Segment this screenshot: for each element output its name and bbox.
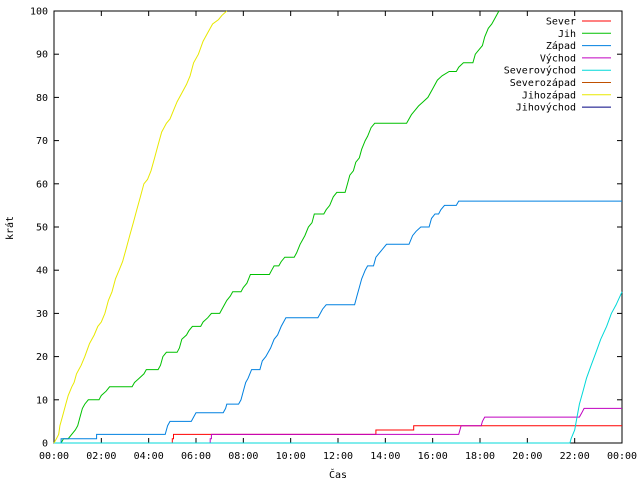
x-tick-label: 06:00 [181, 451, 211, 462]
x-tick-label: 10:00 [276, 451, 306, 462]
legend-label-severozapad: Severozápad [510, 77, 576, 89]
series-line-severovychod [54, 291, 623, 444]
x-tick-label: 22:00 [560, 451, 590, 462]
legend-label-severovychod: Severovýchod [504, 65, 576, 77]
legend-label-jih: Jih [558, 29, 576, 40]
x-tick-label: 12:00 [323, 451, 353, 462]
series-layer [53, 10, 623, 444]
series-line-vychod [54, 407, 622, 444]
series-line-zapad [60, 200, 622, 443]
x-axis-label: Čas [329, 468, 347, 480]
legend: SeverJihZápadVýchodSeverovýchodSeverozáp… [504, 17, 611, 114]
y-axis: 0 10 20 30 40 50 60 70 80 90 100 [30, 7, 622, 450]
x-tick-label: 04:00 [134, 451, 164, 462]
legend-label-jihozapad: Jihozápad [522, 89, 576, 101]
x-tick-label: 20:00 [512, 451, 542, 462]
y-tick-label: 0 [42, 439, 48, 450]
y-axis-label: krát [4, 216, 16, 240]
y-tick-label: 50 [36, 223, 48, 234]
legend-label-jihovychod: Jihovýchod [516, 102, 576, 114]
x-tick-label: 16:00 [418, 451, 448, 462]
y-tick-label: 40 [36, 266, 48, 277]
y-tick-label: 90 [36, 50, 48, 61]
y-tick-label: 30 [36, 309, 48, 320]
legend-label-vychod: Východ [540, 52, 576, 64]
x-tick-label: 02:00 [86, 451, 116, 462]
series-line-jihozapad [53, 10, 228, 444]
y-tick-label: 80 [36, 93, 48, 104]
x-axis: 00:00 02:00 04:00 06:00 08:00 10:00 12:00 14:00… [39, 11, 637, 462]
y-tick-label: 20 [36, 352, 48, 363]
x-tick-label: 18:00 [465, 451, 495, 462]
legend-label-zapad: Západ [546, 40, 576, 52]
y-tick-label: 60 [36, 179, 48, 190]
legend-label-sever: Sever [546, 17, 576, 28]
y-tick-label: 70 [36, 136, 48, 147]
x-tick-label: 14:00 [370, 451, 400, 462]
x-tick-label: 08:00 [228, 451, 258, 462]
x-tick-label: 00:00 [39, 451, 69, 462]
series-line-jih [60, 10, 500, 444]
x-tick-label: 00:00 [607, 451, 637, 462]
y-tick-label: 100 [30, 7, 48, 18]
y-tick-label: 10 [36, 395, 48, 406]
